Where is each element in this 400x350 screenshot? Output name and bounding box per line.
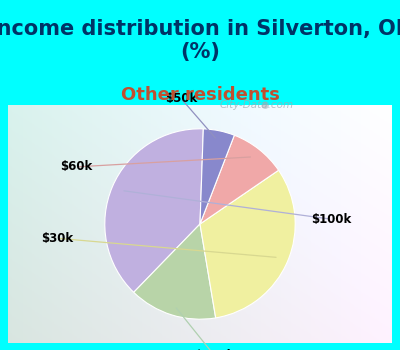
Text: Income distribution in Silverton, OR
(%): Income distribution in Silverton, OR (%) xyxy=(0,19,400,62)
Text: $50k: $50k xyxy=(165,92,197,105)
Text: ●: ● xyxy=(260,100,268,110)
Wedge shape xyxy=(200,129,234,224)
Text: $125k: $125k xyxy=(194,349,234,350)
Text: $100k: $100k xyxy=(311,213,352,226)
Text: $30k: $30k xyxy=(41,232,73,245)
Text: $60k: $60k xyxy=(60,160,92,173)
Wedge shape xyxy=(105,129,203,292)
Wedge shape xyxy=(200,170,295,318)
Text: Other residents: Other residents xyxy=(120,86,280,104)
Wedge shape xyxy=(134,224,216,319)
Wedge shape xyxy=(200,135,278,224)
Text: City-Data.com: City-Data.com xyxy=(219,100,293,110)
